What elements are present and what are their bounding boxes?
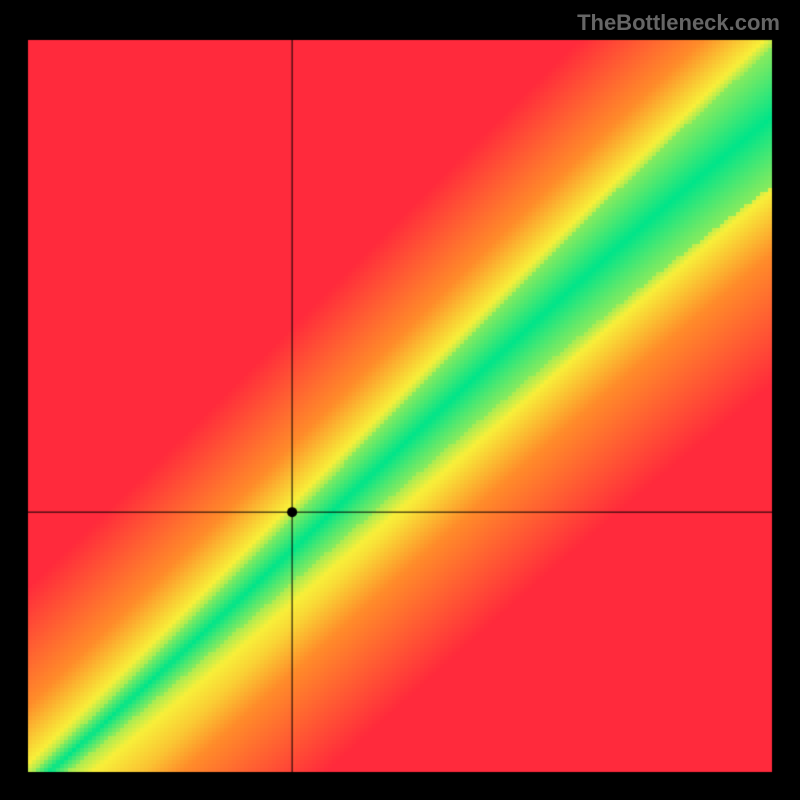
heatmap-canvas (0, 0, 800, 800)
watermark-text: TheBottleneck.com (577, 10, 780, 36)
chart-container: TheBottleneck.com (0, 0, 800, 800)
